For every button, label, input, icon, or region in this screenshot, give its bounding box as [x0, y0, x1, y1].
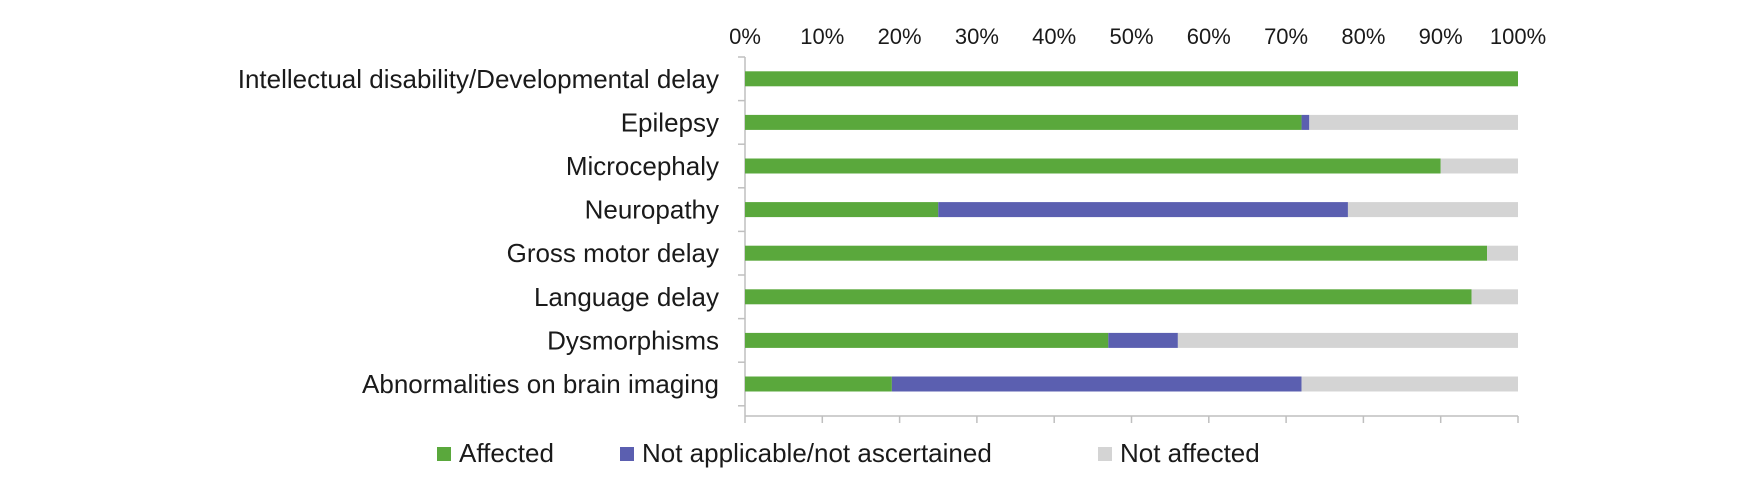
- x-tick-label: 70%: [1264, 24, 1308, 49]
- legend-swatch: [437, 447, 451, 461]
- bar-segment: [1440, 158, 1518, 174]
- bar-segment: [745, 114, 1302, 130]
- bar-segment: [1108, 332, 1178, 348]
- bar-segment: [745, 376, 892, 392]
- x-tick-label: 60%: [1187, 24, 1231, 49]
- bar-segment: [938, 202, 1348, 218]
- x-tick-label: 40%: [1032, 24, 1076, 49]
- bar-segment: [1309, 114, 1518, 130]
- category-label: Microcephaly: [566, 151, 719, 181]
- x-tick-label: 90%: [1419, 24, 1463, 49]
- x-tick-label: 100%: [1490, 24, 1546, 49]
- x-tick-label: 10%: [800, 24, 844, 49]
- bar-segment: [1347, 202, 1518, 218]
- x-tick-label: 0%: [729, 24, 761, 49]
- legend-label: Not affected: [1120, 438, 1260, 468]
- bar-segment: [745, 71, 1518, 87]
- bar-segment: [745, 202, 939, 218]
- bar-segment: [1487, 245, 1518, 261]
- x-tick-label: 80%: [1341, 24, 1385, 49]
- bar-segment: [745, 158, 1441, 174]
- legend-swatch: [620, 447, 634, 461]
- bar-segment: [745, 245, 1488, 261]
- bar-segment: [745, 289, 1472, 305]
- x-tick-label: 20%: [878, 24, 922, 49]
- category-label: Intellectual disability/Developmental de…: [238, 64, 719, 94]
- bar-segment: [1177, 332, 1518, 348]
- bar-segment: [1301, 376, 1518, 392]
- x-tick-label: 50%: [1109, 24, 1153, 49]
- legend-swatch: [1098, 447, 1112, 461]
- category-label: Gross motor delay: [507, 238, 719, 268]
- bar-segment: [745, 332, 1109, 348]
- category-label: Epilepsy: [621, 107, 719, 137]
- category-label: Dysmorphisms: [547, 325, 719, 355]
- legend-label: Affected: [459, 438, 554, 468]
- bar-segment: [891, 376, 1302, 392]
- category-label: Abnormalities on brain imaging: [362, 369, 719, 399]
- category-label: Neuropathy: [585, 195, 719, 225]
- bar-segment: [1301, 114, 1310, 130]
- bar-segment: [1471, 289, 1518, 305]
- legend-label: Not applicable/not ascertained: [642, 438, 992, 468]
- x-tick-label: 30%: [955, 24, 999, 49]
- category-label: Language delay: [534, 282, 719, 312]
